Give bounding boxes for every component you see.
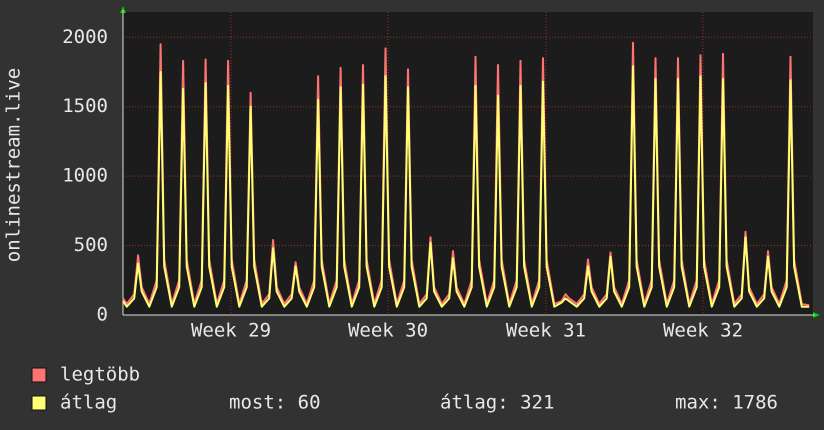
legend-stat: max: 1786 xyxy=(675,392,778,414)
legend-swatch xyxy=(31,367,47,383)
legend-swatch xyxy=(31,395,47,411)
y-axis-label: onlinestream.live xyxy=(3,68,25,262)
y-tick-label: 2000 xyxy=(62,26,108,48)
x-tick-label: Week 32 xyxy=(663,320,743,342)
axis-arrow xyxy=(120,6,126,13)
legend-label: átlag xyxy=(60,392,117,414)
y-tick-label: 500 xyxy=(74,234,108,256)
x-tick-label: Week 30 xyxy=(348,320,428,342)
legend-stat: átlag: 321 xyxy=(440,392,554,414)
legend-stat: most: 60 xyxy=(229,392,321,414)
axis-arrow xyxy=(813,312,820,318)
series-line xyxy=(122,65,810,308)
y-tick-label: 0 xyxy=(97,304,108,326)
legend-label: legtöbb xyxy=(60,364,140,386)
y-tick-label: 1500 xyxy=(62,95,108,117)
x-tick-label: Week 31 xyxy=(506,320,586,342)
y-tick-label: 1000 xyxy=(62,165,108,187)
x-tick-label: Week 29 xyxy=(191,320,271,342)
